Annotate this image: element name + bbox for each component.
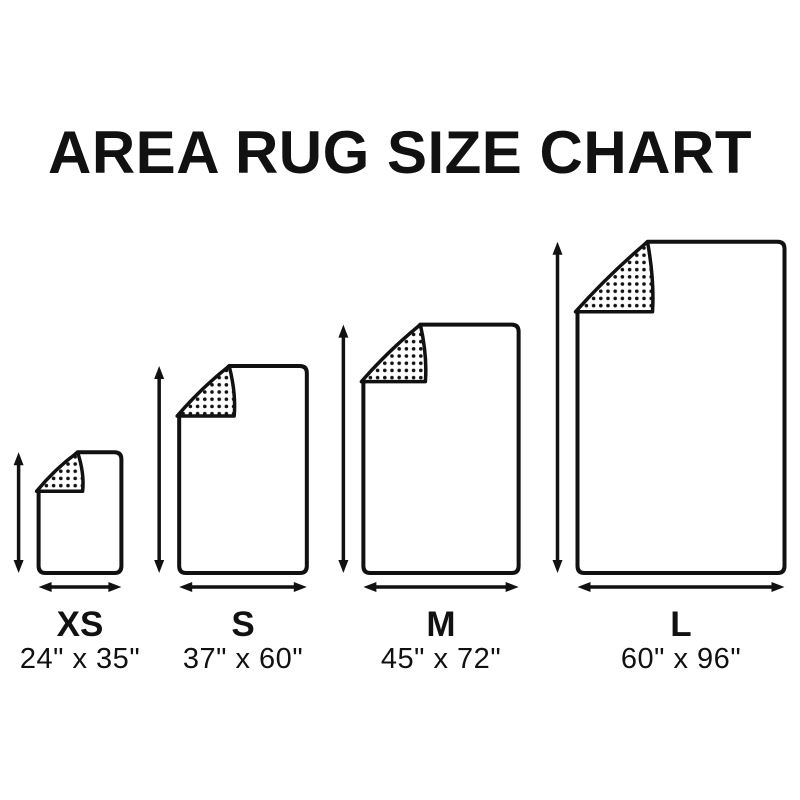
rug-figure-m bbox=[338, 322, 521, 592]
page-title: AREA RUG SIZE CHART bbox=[48, 119, 752, 186]
rug-folded-corner-s bbox=[175, 364, 237, 418]
size-label-l: L bbox=[670, 605, 692, 644]
width-arrow-head-left-s bbox=[179, 582, 193, 592]
height-arrow-head-bottom-m bbox=[338, 560, 349, 573]
rug-folded-corner-l bbox=[573, 240, 655, 314]
width-arrow-head-right-m bbox=[505, 582, 519, 592]
rug-figure-s bbox=[154, 364, 309, 592]
rug-outline-l bbox=[575, 239, 787, 575]
size-label-m: M bbox=[426, 605, 456, 644]
dimension-label-s: 37" x 60" bbox=[182, 643, 304, 675]
width-arrow-head-right-s bbox=[293, 582, 307, 592]
rug-outline-m bbox=[361, 322, 521, 575]
rug-folded-corner-xs bbox=[34, 450, 85, 493]
height-arrow-head-top-s bbox=[154, 366, 165, 379]
size-label-s: S bbox=[231, 605, 255, 644]
rug-figures bbox=[13, 239, 787, 592]
height-arrow-head-bottom-s bbox=[154, 560, 165, 573]
size-label-xs: XS bbox=[56, 605, 104, 644]
height-arrow-head-top-l bbox=[552, 241, 563, 255]
dimension-label-xs: 24" x 35" bbox=[19, 643, 141, 675]
rug-figure-xs bbox=[13, 450, 124, 592]
rug-folded-corner-m bbox=[359, 322, 428, 384]
width-arrow-head-right-l bbox=[771, 582, 785, 592]
dimension-label-m: 45" x 72" bbox=[380, 643, 502, 675]
dimension-label-l: 60" x 96" bbox=[620, 643, 742, 675]
height-arrow-head-top-m bbox=[338, 324, 349, 338]
width-arrow-head-left-xs bbox=[38, 582, 52, 592]
height-arrow-head-bottom-l bbox=[552, 560, 563, 573]
width-arrow-head-left-m bbox=[363, 582, 377, 592]
width-arrow-head-right-xs bbox=[108, 582, 122, 592]
height-arrow-head-top-xs bbox=[13, 452, 24, 466]
rug-figure-l bbox=[552, 239, 787, 592]
width-arrow-head-left-l bbox=[577, 582, 591, 592]
height-arrow-head-bottom-xs bbox=[13, 560, 24, 573]
